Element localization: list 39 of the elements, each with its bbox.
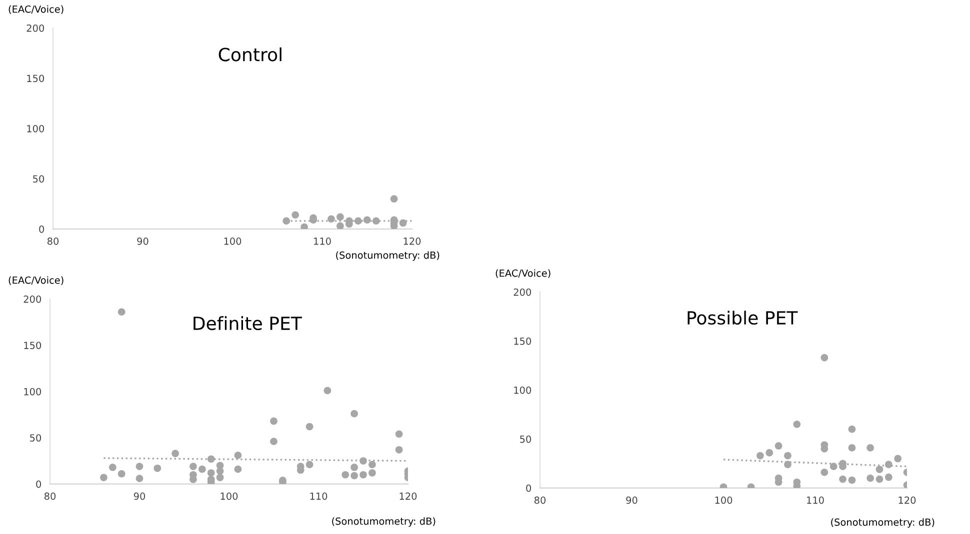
y-tick-label: 200 bbox=[26, 24, 44, 32]
x-tick-label: 80 bbox=[47, 238, 59, 245]
x-tick-label: 90 bbox=[626, 496, 638, 504]
y-tick-label: 150 bbox=[514, 337, 532, 345]
y-tick-label: 150 bbox=[27, 74, 44, 82]
y-tick-label: 100 bbox=[24, 388, 42, 396]
y-tick-label: 50 bbox=[520, 435, 532, 443]
x-tick-label: 100 bbox=[224, 238, 242, 245]
text: Possible PET bbox=[688, 310, 798, 325]
x-tick-label: 110 bbox=[310, 492, 328, 500]
y-tick-label: 0 bbox=[36, 480, 42, 488]
y-tick-label: 0 bbox=[39, 225, 44, 233]
x-tick-label: 90 bbox=[134, 492, 146, 500]
x-axis-title: (Sonotumometry: dB) bbox=[332, 517, 436, 527]
x-tick-label: 100 bbox=[715, 496, 732, 504]
x-axis-title: (Sonotumometry: dB) bbox=[831, 518, 934, 528]
y-tick-label: 150 bbox=[24, 342, 42, 350]
y-tick-label: 50 bbox=[33, 175, 44, 183]
y-tick-label: 100 bbox=[27, 124, 44, 132]
x-tick-label: 110 bbox=[807, 496, 824, 504]
text: Definite PET bbox=[194, 316, 302, 330]
text: Control bbox=[218, 47, 282, 62]
y-tick-label: 50 bbox=[30, 434, 42, 442]
y-tick-label: 200 bbox=[24, 295, 42, 303]
x-tick-label: 80 bbox=[44, 492, 56, 500]
y-tick-label: 100 bbox=[514, 386, 532, 394]
y-axis-title: (EAC/Voice) bbox=[8, 276, 64, 285]
x-tick-label: 80 bbox=[534, 496, 546, 504]
x-tick-label: 120 bbox=[404, 238, 421, 245]
y-axis-title: (EAC/Voice) bbox=[496, 269, 550, 278]
x-tick-label: 110 bbox=[314, 238, 331, 245]
x-tick-label: 120 bbox=[898, 496, 916, 504]
x-tick-label: 100 bbox=[220, 492, 238, 500]
y-tick-label: 0 bbox=[526, 484, 532, 492]
x-tick-label: 90 bbox=[137, 238, 148, 245]
x-axis-title: (Sonotumometry: dB) bbox=[336, 251, 440, 261]
y-axis-title: (EAC/Voice) bbox=[8, 5, 64, 14]
y-tick-label: 200 bbox=[514, 288, 532, 296]
x-tick-label: 120 bbox=[400, 492, 417, 500]
